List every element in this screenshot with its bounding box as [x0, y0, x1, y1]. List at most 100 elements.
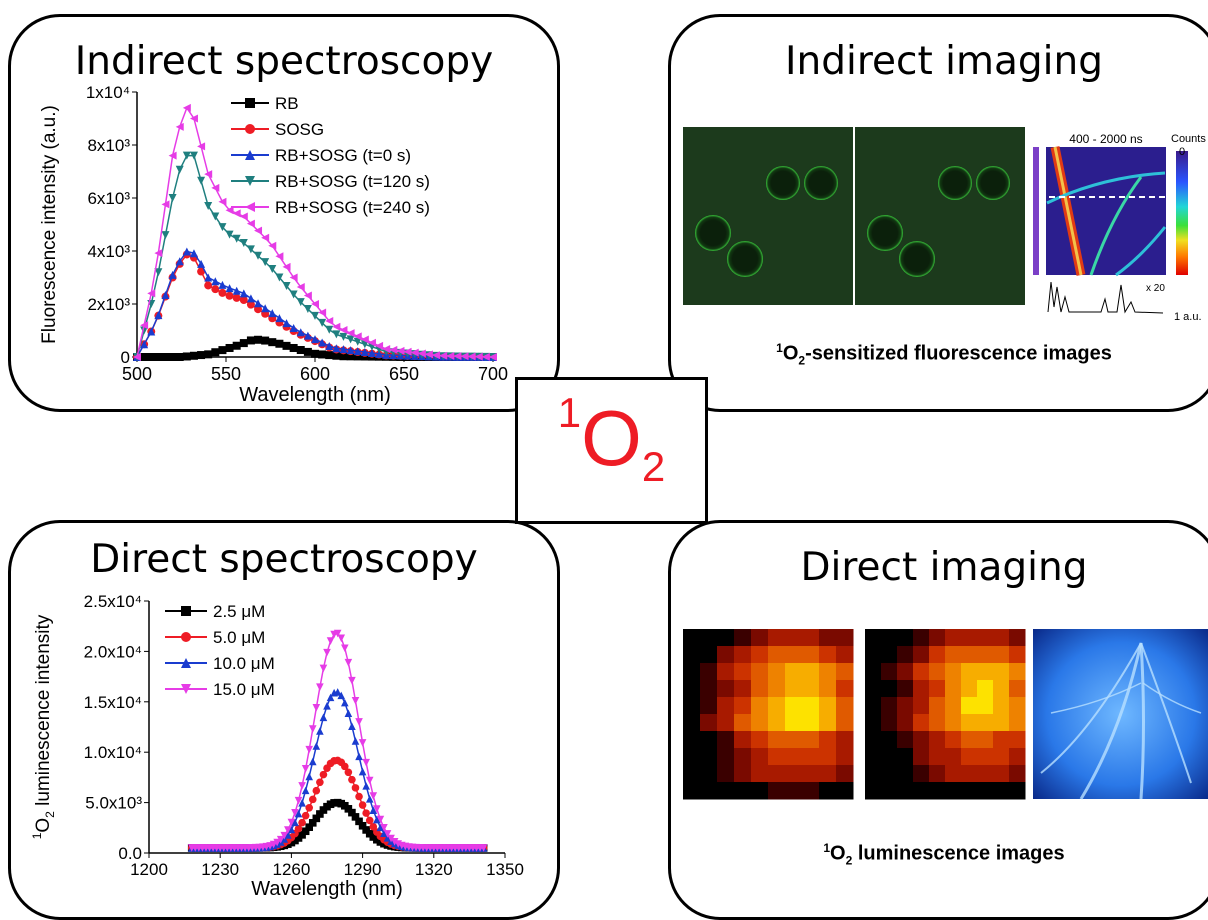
- heat-pixel: [768, 629, 786, 647]
- profile-scale-label: x 20: [1146, 283, 1165, 294]
- data-point: [351, 697, 360, 705]
- y-axis-label: Fluorescence intensity (a.u.): [39, 105, 60, 344]
- data-point: [308, 725, 317, 733]
- heat-pixel: [929, 748, 946, 766]
- data-point: [204, 281, 213, 290]
- data-point: [326, 693, 335, 702]
- heat-pixel: [785, 765, 803, 783]
- heat-pixel: [913, 629, 930, 647]
- data-point: [154, 311, 163, 320]
- data-point: [254, 335, 263, 344]
- heat-pixel: [993, 697, 1010, 715]
- data-point: [204, 170, 213, 179]
- heat-pixel: [785, 782, 803, 800]
- heat-pixel: [913, 680, 930, 698]
- data-point: [318, 338, 327, 347]
- inset-title: 400 - 2000 ns: [1069, 132, 1142, 146]
- legend-marker: [181, 606, 191, 616]
- data-point: [373, 815, 381, 824]
- data-point: [308, 819, 317, 827]
- heat-pixel: [836, 697, 854, 715]
- heat-pixel: [929, 680, 946, 698]
- data-point: [316, 810, 324, 818]
- data-point: [298, 782, 306, 790]
- heat-pixel: [717, 765, 735, 783]
- data-point: [303, 331, 312, 340]
- y-tick-label: 2.0x10⁴: [84, 642, 142, 661]
- heat-pixel: [1009, 629, 1026, 647]
- data-point: [182, 103, 191, 112]
- heat-pixel: [881, 697, 898, 715]
- data-point: [182, 247, 191, 256]
- data-point: [311, 311, 319, 320]
- data-point: [318, 318, 327, 327]
- heat-pixel: [768, 765, 786, 783]
- legend-marker: [245, 98, 255, 108]
- leaf-vein: [1140, 642, 1192, 784]
- heat-pixel: [836, 629, 854, 647]
- data-point: [333, 688, 342, 696]
- heat-pixel: [881, 731, 898, 749]
- heat-pixel: [785, 663, 803, 681]
- data-point: [204, 201, 213, 210]
- y-tick-label: 2x10³: [87, 295, 130, 314]
- data-point: [325, 325, 334, 334]
- data-point: [211, 285, 220, 294]
- data-point: [246, 294, 255, 303]
- data-point: [376, 823, 385, 832]
- data-point: [284, 826, 292, 834]
- data-point: [305, 745, 313, 754]
- y-tick-label: 5.0x10³: [85, 794, 142, 813]
- panel-title: Direct spectroscopy: [90, 537, 478, 582]
- data-point: [273, 838, 281, 847]
- data-point: [296, 298, 305, 307]
- data-point: [305, 823, 313, 831]
- heat-pixel: [897, 646, 914, 664]
- data-point: [358, 821, 367, 830]
- heat-pixel: [700, 765, 718, 783]
- heat-pixel: [897, 697, 914, 715]
- heat-pixel: [683, 731, 701, 749]
- data-point: [358, 739, 367, 747]
- x-tick-label: 600: [300, 364, 330, 384]
- data-point: [225, 284, 234, 293]
- heat-pixel: [897, 782, 914, 800]
- heat-pixel: [913, 748, 930, 766]
- direct-imaging-caption: 1O2 luminescence images: [823, 841, 1065, 868]
- data-point: [232, 209, 241, 218]
- heat-pixel: [1009, 731, 1026, 749]
- data-point: [311, 349, 319, 358]
- heat-pixel: [717, 697, 735, 715]
- data-point: [175, 122, 184, 131]
- heat-pixel: [945, 646, 962, 664]
- heat-pixel: [751, 629, 769, 647]
- heat-pixel: [819, 629, 837, 647]
- heat-pixel: [977, 765, 994, 783]
- heat-pixel: [993, 646, 1010, 664]
- data-point: [403, 347, 412, 356]
- heat-pixel: [993, 714, 1010, 732]
- heat-pixel: [751, 714, 769, 732]
- data-point: [375, 349, 384, 358]
- leaf-luminescence-image: [1033, 629, 1208, 800]
- heat-pixel: [945, 663, 962, 681]
- heat-pixel: [897, 748, 914, 766]
- data-point: [474, 352, 483, 361]
- series-line: [191, 691, 484, 849]
- x-tick-label: 550: [211, 364, 241, 384]
- data-point: [218, 288, 227, 297]
- heat-pixel: [865, 782, 882, 800]
- fluorescence-image-before: [683, 127, 853, 305]
- heat-pixel: [751, 697, 769, 715]
- heat-pixel: [802, 663, 820, 681]
- data-point: [168, 151, 177, 160]
- y-axis-label: 1O2 luminescence intensity: [30, 614, 57, 839]
- data-point: [353, 347, 362, 356]
- data-point: [232, 234, 241, 243]
- data-point: [268, 241, 277, 250]
- heat-pixel: [751, 646, 769, 664]
- data-point: [254, 251, 263, 260]
- heat-pixel: [881, 646, 898, 664]
- data-point: [355, 792, 363, 801]
- heat-pixel: [961, 714, 978, 732]
